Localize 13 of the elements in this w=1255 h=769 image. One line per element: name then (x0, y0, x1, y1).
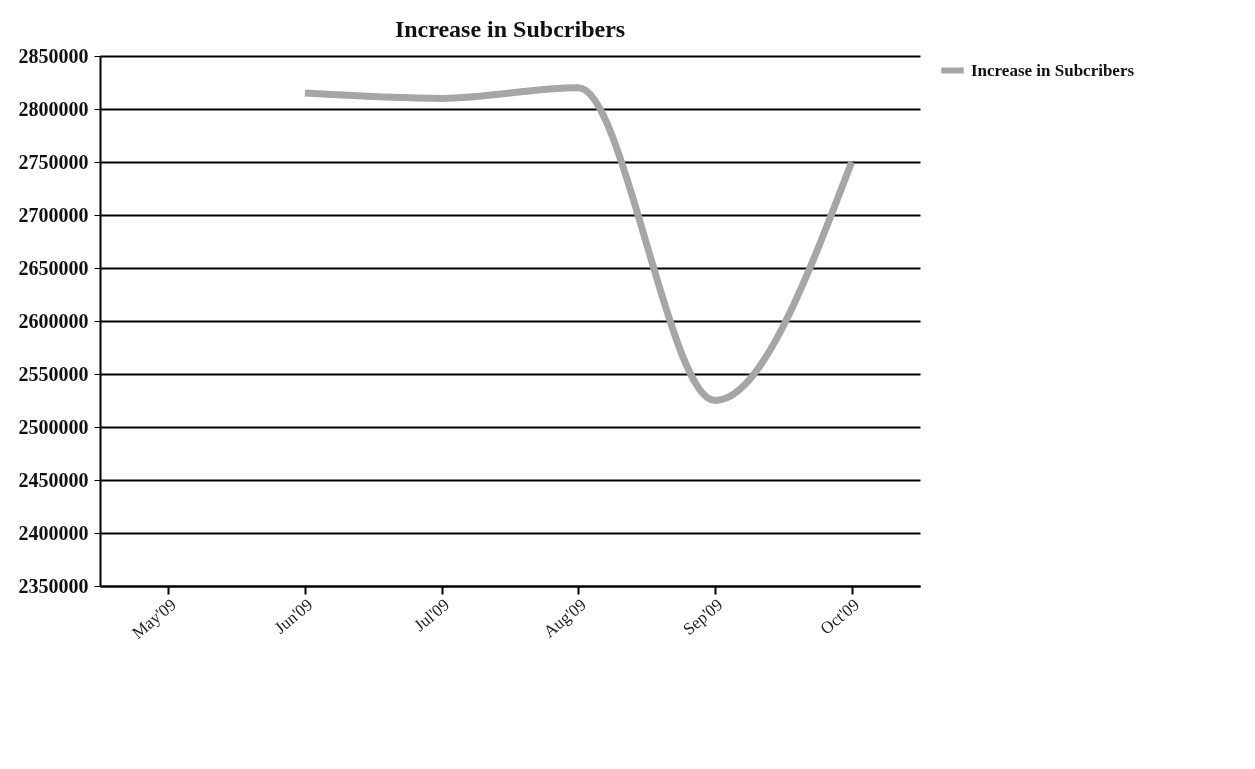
y-tick-label: 2750000 (18, 150, 89, 173)
legend-label: Increase in Subcribers (971, 60, 1135, 80)
y-tick-label: 2800000 (18, 97, 89, 120)
y-tick-label: 2650000 (18, 256, 89, 279)
y-tick-label: 2550000 (18, 362, 89, 385)
y-tick-label: 2400000 (18, 521, 89, 544)
y-tick-label: 2350000 (18, 574, 89, 597)
y-tick-label: 2700000 (18, 203, 89, 226)
chart-title: Increase in Subcribers (394, 16, 626, 42)
y-tick-label: 2600000 (18, 309, 89, 332)
y-tick-label: 2450000 (18, 468, 89, 491)
y-tick-label: 2500000 (18, 415, 89, 438)
y-tick-label: 2850000 (18, 44, 89, 67)
